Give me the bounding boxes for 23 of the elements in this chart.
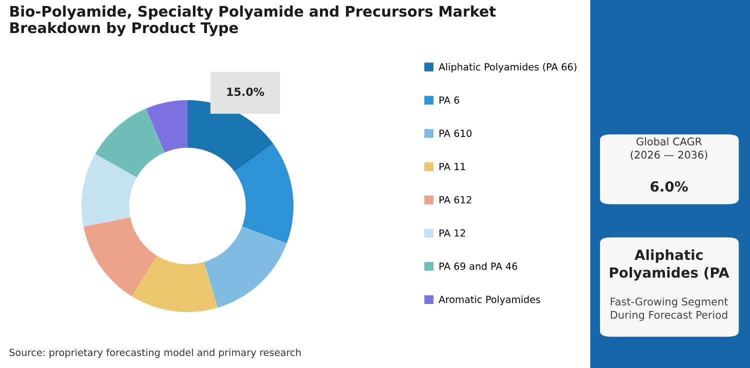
legend-label: PA 12 bbox=[440, 229, 465, 237]
donut-slice bbox=[188, 100, 274, 172]
donut-slice bbox=[146, 100, 188, 152]
text: Fast-Growing Segment During Forecast Period bbox=[610, 297, 728, 321]
donut-slice bbox=[204, 226, 287, 308]
source-note: Source: proprietary forecasting model and primary research bbox=[10, 348, 301, 358]
legend-label: PA 69 and PA 46 bbox=[440, 262, 518, 270]
text: 6.0% bbox=[650, 181, 688, 192]
legend-label: Aliphatic Polyamides (PA 66) bbox=[438, 62, 576, 72]
donut-slice bbox=[84, 217, 157, 296]
donut-slice bbox=[132, 256, 218, 312]
donut-slice bbox=[234, 144, 294, 244]
legend-label: Aromatic Polyamides bbox=[438, 296, 540, 306]
legend-label: PA 610 bbox=[440, 130, 472, 137]
donut-slice bbox=[95, 108, 165, 178]
text: Aliphatic Polyamides (PA bbox=[610, 249, 730, 281]
legend-label: PA 11 bbox=[440, 162, 466, 170]
legend-label: PA 612 bbox=[440, 196, 472, 204]
data-label: 15.0% bbox=[227, 88, 264, 96]
donut-slice bbox=[82, 154, 137, 227]
chart-title: Bio-Polyamide, Specialty Polyamide and Precursors Market Breakdown by Product Type bbox=[10, 6, 496, 36]
text: Global CAGR (2026 — 2036) bbox=[630, 137, 708, 160]
legend-label: PA 6 bbox=[440, 96, 460, 104]
